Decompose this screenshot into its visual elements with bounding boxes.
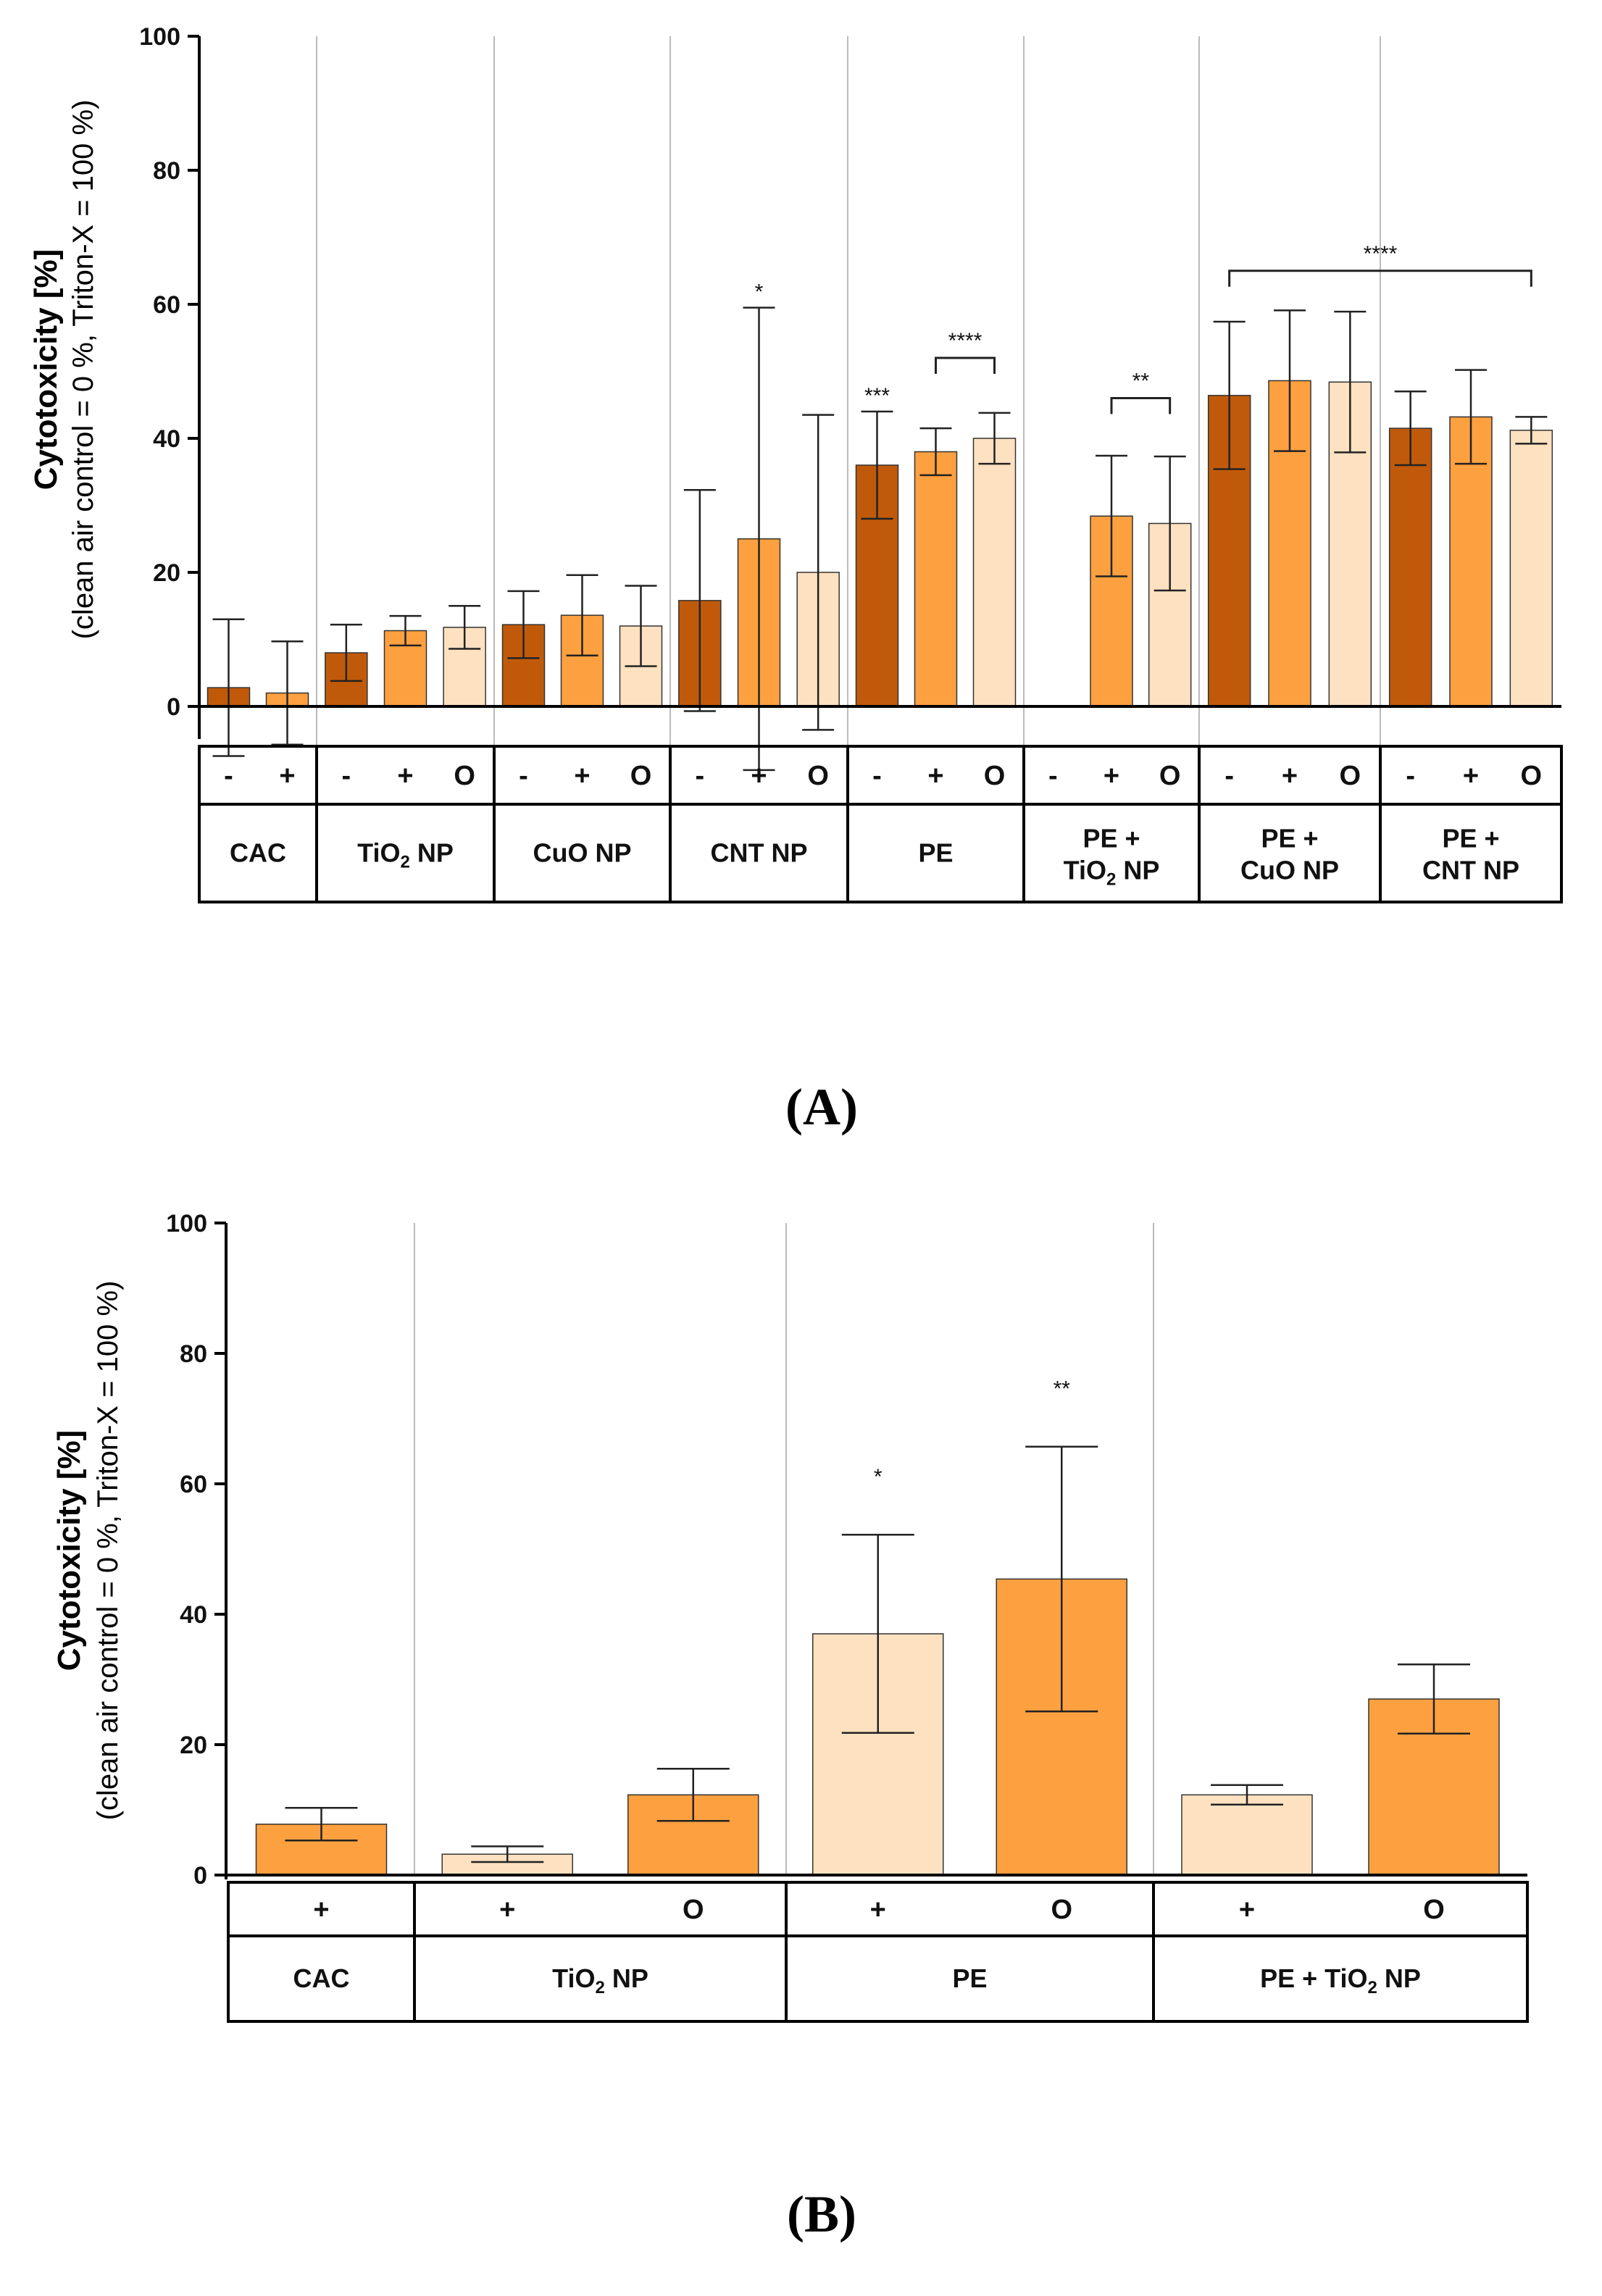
bar bbox=[1449, 416, 1493, 707]
bar bbox=[1388, 427, 1432, 707]
significance-bracket bbox=[1110, 397, 1172, 414]
significance-label: ** bbox=[1054, 1377, 1071, 1401]
condition-symbol: O bbox=[1051, 1895, 1072, 1925]
condition-symbol: + bbox=[751, 761, 767, 791]
chart-panel-a: Cytotoxicity [%] (clean air control = 0 %… bbox=[28, 23, 1563, 1136]
condition-symbol: O bbox=[807, 761, 829, 791]
y-tick-label: 60 bbox=[180, 1471, 207, 1498]
condition-symbol: + bbox=[927, 761, 943, 791]
bar bbox=[1509, 430, 1553, 707]
y-tick-label: 20 bbox=[180, 1732, 207, 1759]
y-tick-label: 60 bbox=[153, 291, 180, 319]
condition-table bbox=[198, 745, 1563, 903]
bar bbox=[560, 614, 604, 707]
condition-table bbox=[227, 1881, 1529, 2023]
condition-symbol: + bbox=[574, 761, 590, 791]
y-tick-label: 0 bbox=[193, 1862, 207, 1890]
significance-label: * bbox=[874, 1465, 883, 1489]
condition-symbol: O bbox=[630, 761, 652, 791]
chart-panel-b: Cytotoxicity [%] (clean air control = 0 %… bbox=[51, 1210, 1529, 2243]
group-label: TiO2 NP bbox=[357, 838, 454, 872]
condition-symbol: O bbox=[454, 761, 475, 791]
condition-symbol: O bbox=[1340, 761, 1361, 791]
significance-label: * bbox=[755, 280, 764, 304]
y-tick-label: 0 bbox=[167, 693, 180, 721]
group-label: PE + bbox=[1261, 824, 1318, 853]
significance-label: **** bbox=[1364, 242, 1398, 266]
condition-symbol: + bbox=[1282, 761, 1298, 791]
group-label: PE + TiO2 NP bbox=[1260, 1963, 1421, 1997]
condition-symbol: - bbox=[1406, 761, 1415, 791]
y-tick-label: 100 bbox=[139, 23, 180, 51]
y-axis-title: Cytotoxicity [%] bbox=[51, 1430, 87, 1671]
group-label: CuO NP bbox=[533, 838, 631, 868]
condition-symbol: + bbox=[397, 761, 413, 791]
group-label: TiO2 NP bbox=[1064, 856, 1160, 890]
condition-symbol: + bbox=[870, 1895, 886, 1925]
group-label: PE bbox=[918, 838, 953, 868]
significance-bracket bbox=[935, 356, 996, 374]
condition-symbol: + bbox=[313, 1895, 329, 1925]
condition-symbol: - bbox=[696, 761, 705, 791]
y-tick-label: 80 bbox=[180, 1340, 207, 1368]
y-tick-label: 40 bbox=[180, 1601, 207, 1629]
significance-bracket bbox=[1228, 270, 1532, 287]
condition-symbol: - bbox=[342, 761, 351, 791]
bar bbox=[1181, 1794, 1313, 1876]
group-label: PE bbox=[952, 1963, 987, 1993]
condition-symbol: O bbox=[1521, 761, 1543, 791]
condition-symbol: - bbox=[224, 761, 233, 791]
panel-label: (B) bbox=[787, 2185, 856, 2243]
condition-symbol: + bbox=[1463, 761, 1479, 791]
panel-label: (A) bbox=[785, 1078, 858, 1136]
group-label: CNT NP bbox=[711, 838, 808, 868]
condition-symbol: + bbox=[1239, 1895, 1255, 1925]
condition-symbol: + bbox=[1104, 761, 1119, 791]
group-label: CNT NP bbox=[1422, 856, 1519, 885]
condition-symbol: - bbox=[519, 761, 528, 791]
condition-symbol: O bbox=[1159, 761, 1181, 791]
condition-symbol: - bbox=[872, 761, 882, 791]
condition-symbol: O bbox=[683, 1895, 704, 1925]
bar bbox=[972, 438, 1017, 707]
condition-symbol: + bbox=[499, 1895, 515, 1925]
y-tick-label: 100 bbox=[166, 1210, 207, 1237]
group-label: PE + bbox=[1082, 824, 1140, 853]
group-label: CAC bbox=[293, 1963, 350, 1993]
condition-symbol: - bbox=[1225, 761, 1234, 791]
y-axis-title: Cytotoxicity [%] bbox=[28, 249, 64, 490]
y-tick-label: 40 bbox=[153, 425, 180, 453]
condition-symbol: - bbox=[1048, 761, 1058, 791]
significance-label: *** bbox=[864, 384, 890, 408]
y-tick-label: 80 bbox=[153, 157, 180, 185]
group-label: CuO NP bbox=[1240, 856, 1339, 885]
significance-label: **** bbox=[948, 329, 983, 353]
group-label: TiO2 NP bbox=[552, 1963, 648, 1997]
y-axis-subtitle: (clean air control = 0 %, Triton-X = 100… bbox=[67, 100, 99, 640]
group-label: CAC bbox=[230, 838, 286, 868]
group-label: PE + bbox=[1442, 824, 1499, 853]
condition-symbol: O bbox=[1423, 1895, 1445, 1925]
bar bbox=[914, 451, 958, 707]
y-axis-subtitle: (clean air control = 0 %, Triton-X = 100… bbox=[92, 1281, 124, 1821]
condition-symbol: O bbox=[984, 761, 1006, 791]
condition-symbol: + bbox=[279, 761, 295, 791]
significance-label: ** bbox=[1132, 370, 1150, 393]
y-tick-label: 20 bbox=[153, 559, 180, 587]
